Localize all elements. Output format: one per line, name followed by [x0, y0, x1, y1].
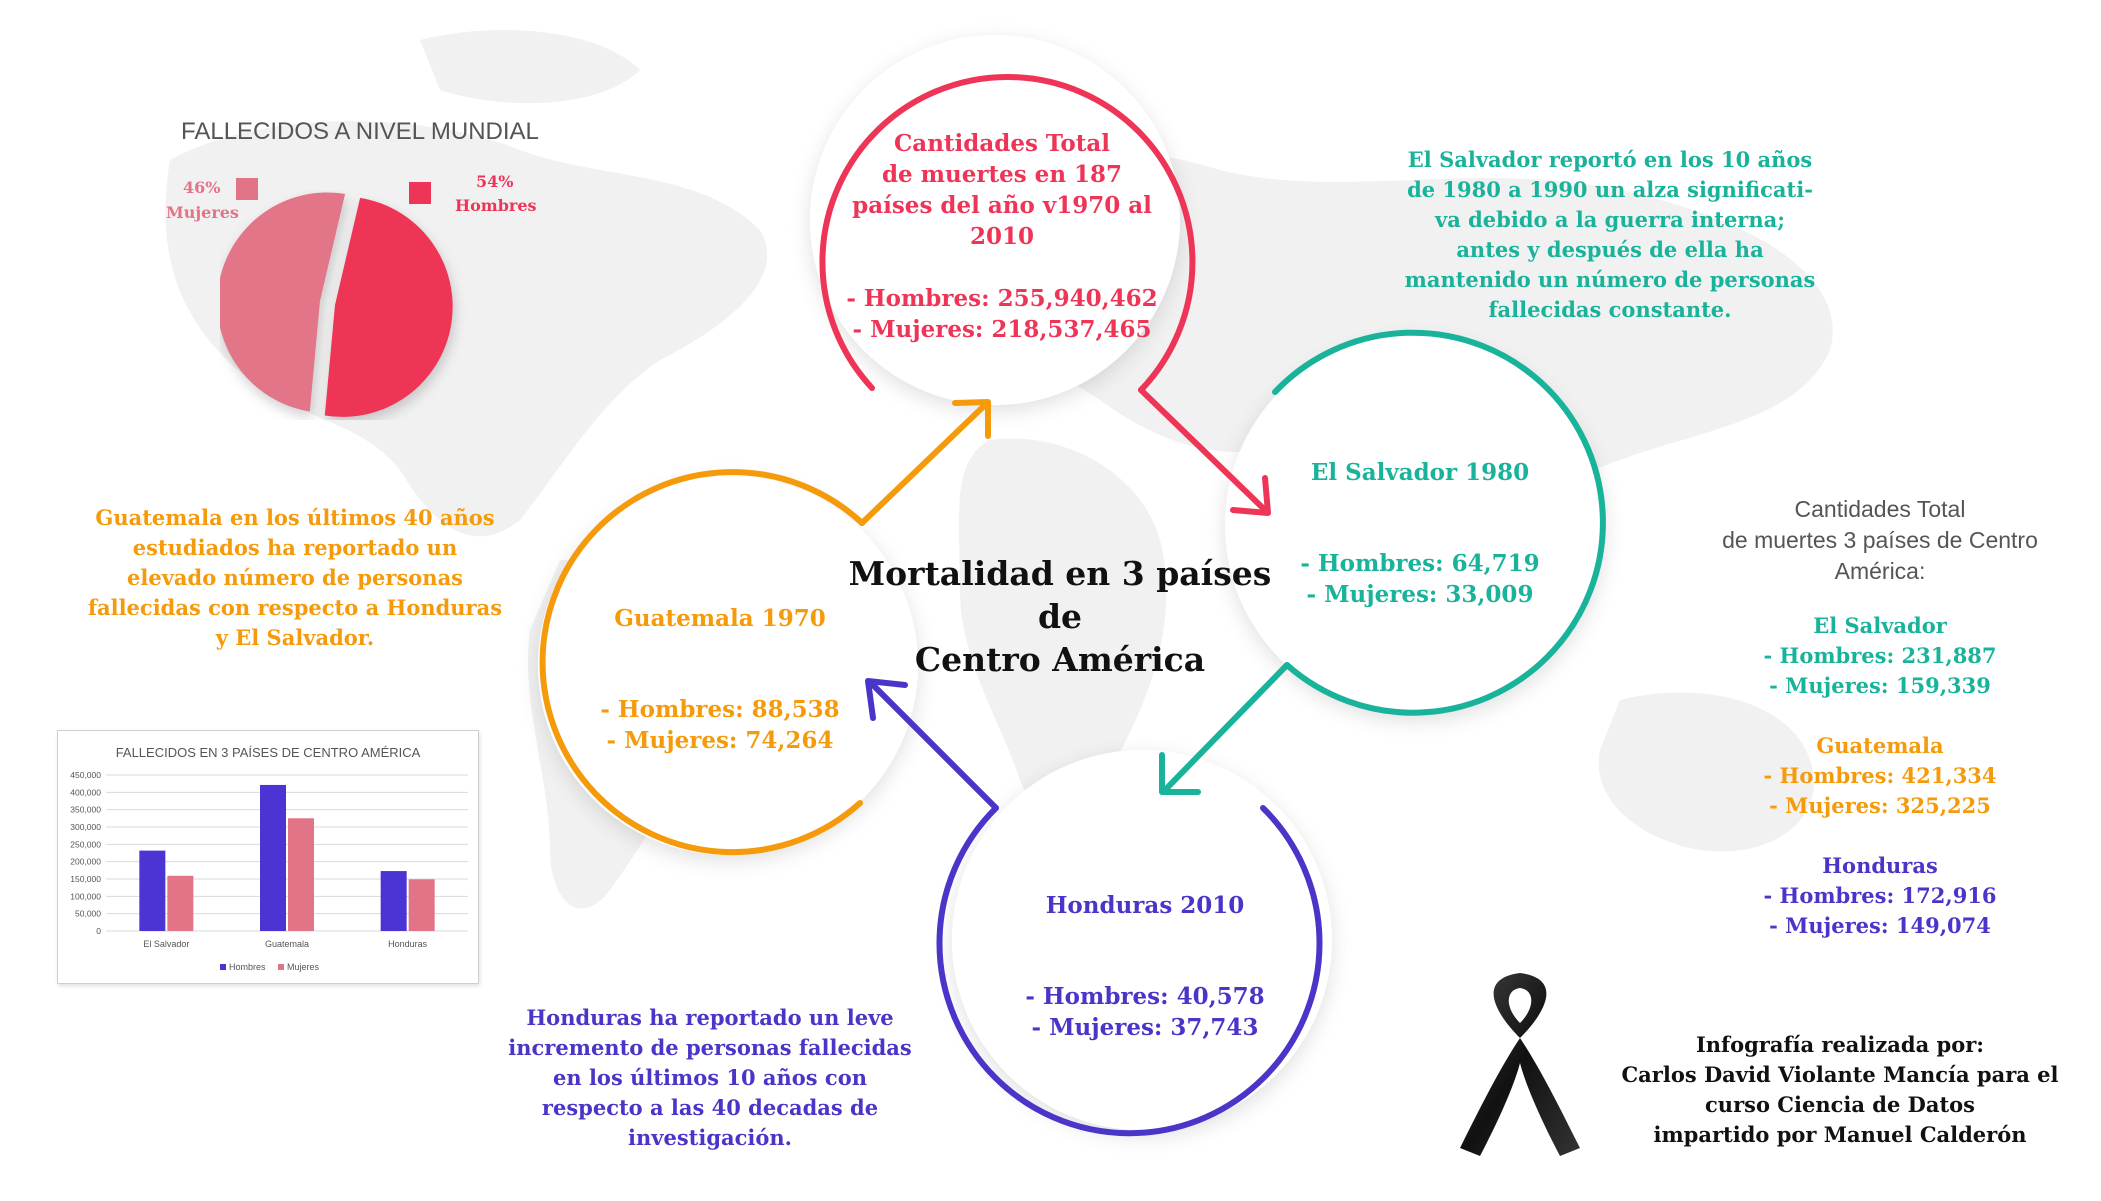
- bar-chart-panel: FALLECIDOS EN 3 PAÍSES DE CENTRO AMÉRICA…: [57, 730, 479, 984]
- guatemala-circle-women: - Mujeres: 74,264: [606, 727, 834, 754]
- guatemala-circle-outline: [539, 469, 865, 856]
- bar-mujeres-guatemala: [288, 818, 314, 931]
- y-tick-label: 50,000: [75, 909, 101, 919]
- world-deaths-pie: [220, 192, 453, 417]
- pie-slice-women: [220, 192, 346, 412]
- y-tick-label: 350,000: [70, 805, 101, 815]
- legend-label: Hombres: [229, 962, 266, 972]
- women-pct-label: 46%: [183, 178, 221, 197]
- totals-guatemala-name: Guatemala: [1816, 733, 1944, 758]
- totals-el-salvador-women: - Mujeres: 159,339: [1769, 673, 1991, 698]
- purple-arrow: [870, 682, 999, 811]
- y-tick-label: 200,000: [70, 857, 101, 867]
- world-circle-men: - Hombres: 255,940,462: [846, 285, 1158, 312]
- men-legend-label: Hombres: [455, 196, 537, 215]
- women-legend-swatch: [236, 178, 258, 200]
- totals-guatemala-women: - Mujeres: 325,225: [1769, 793, 1991, 818]
- y-tick-label: 0: [96, 926, 101, 936]
- guatemala-circle-heading: Guatemala 1970: [614, 605, 826, 632]
- red-arrow: [1138, 387, 1268, 513]
- el-salvador-circle-men: - Hombres: 64,719: [1300, 550, 1540, 577]
- guatemala-note: Guatemala en los últimos 40 años estudia…: [87, 505, 503, 650]
- y-tick-label: 300,000: [70, 822, 101, 832]
- credits: Infografía realizada por: Carlos David V…: [1621, 1032, 2059, 1147]
- legend-swatch: [278, 964, 284, 970]
- totals-honduras-name: Honduras: [1822, 853, 1938, 878]
- women-legend-label: Mujeres: [166, 203, 239, 222]
- orange-arrow: [859, 402, 988, 526]
- world-circle-heading: Cantidades Total de muertes en 187 paíse…: [852, 130, 1152, 250]
- totals-honduras-women: - Mujeres: 149,074: [1769, 913, 1991, 938]
- men-pct-label: 54%: [476, 172, 514, 191]
- el-salvador-circle-text: El Salvador 1980 - Hombres: 64,719 - Muj…: [1280, 457, 1560, 610]
- bar-mujeres-el-salvador: [167, 875, 194, 931]
- x-tick-label: Guatemala: [265, 939, 309, 949]
- totals-el-salvador-name: El Salvador: [1813, 613, 1947, 638]
- main-title: Mortalidad en 3 países de Centro América: [848, 554, 1272, 679]
- honduras-circle-heading: Honduras 2010: [1045, 892, 1245, 919]
- guatemala-circle-men: - Hombres: 88,538: [600, 696, 840, 723]
- bar-chart: 450,000 400,000 350,000 300,000 250,000 200,0…: [70, 770, 468, 972]
- totals-heading: Cantidades Total de muertes 3 países de …: [1722, 496, 2038, 584]
- honduras-note: Honduras ha reportado un leve incremento…: [508, 1005, 912, 1150]
- totals-panel: Cantidades Total de muertes 3 países de …: [1680, 494, 2080, 941]
- bar-mujeres-honduras: [408, 879, 435, 931]
- pie-title: FALLECIDOS A NIVEL MUNDIAL: [181, 118, 539, 145]
- honduras-circle-men: - Hombres: 40,578: [1025, 983, 1265, 1010]
- honduras-circle-outline: [936, 805, 1323, 1137]
- y-tick-label: 450,000: [70, 770, 101, 780]
- honduras-circle-text: Honduras 2010 - Hombres: 40,578 - Mujere…: [995, 890, 1295, 1043]
- honduras-circle-women: - Mujeres: 37,743: [1031, 1014, 1259, 1041]
- legend-swatch: [220, 964, 226, 970]
- legend-label: Mujeres: [287, 962, 320, 972]
- bar-hombres-honduras: [380, 871, 407, 931]
- y-tick-label: 100,000: [70, 891, 101, 901]
- guatemala-circle-text: Guatemala 1970 - Hombres: 88,538 - Mujer…: [570, 603, 870, 756]
- el-salvador-circle-outline: [1272, 329, 1606, 716]
- world-circle-women: - Mujeres: 218,537,465: [852, 316, 1152, 343]
- totals-guatemala-men: - Hombres: 421,334: [1763, 763, 1997, 788]
- totals-honduras-men: - Hombres: 172,916: [1763, 883, 1997, 908]
- bar-hombres-guatemala: [260, 784, 286, 931]
- x-tick-label: El Salvador: [143, 939, 189, 949]
- bar-chart-title: FALLECIDOS EN 3 PAÍSES DE CENTRO AMÉRICA: [115, 745, 421, 760]
- x-tick-label: Honduras: [388, 939, 428, 949]
- y-tick-label: 250,000: [70, 839, 101, 849]
- y-tick-label: 150,000: [70, 874, 101, 884]
- mourning-ribbon-icon: [1460, 973, 1580, 1156]
- men-legend-swatch: [409, 182, 431, 204]
- teal-arrow: [1162, 662, 1290, 793]
- el-salvador-circle-heading: El Salvador 1980: [1310, 459, 1530, 486]
- world-circle-text: Cantidades Total de muertes en 187 paíse…: [822, 128, 1182, 345]
- el-salvador-note: El Salvador reportó en los 10 años de 19…: [1404, 147, 1816, 322]
- world-circle-outline: [819, 73, 1196, 393]
- y-tick-label: 400,000: [70, 787, 101, 797]
- pie-slice-men: [324, 197, 453, 417]
- totals-el-salvador-men: - Hombres: 231,887: [1763, 643, 1997, 668]
- bar-hombres-el-salvador: [139, 850, 166, 931]
- el-salvador-circle-women: - Mujeres: 33,009: [1306, 581, 1534, 608]
